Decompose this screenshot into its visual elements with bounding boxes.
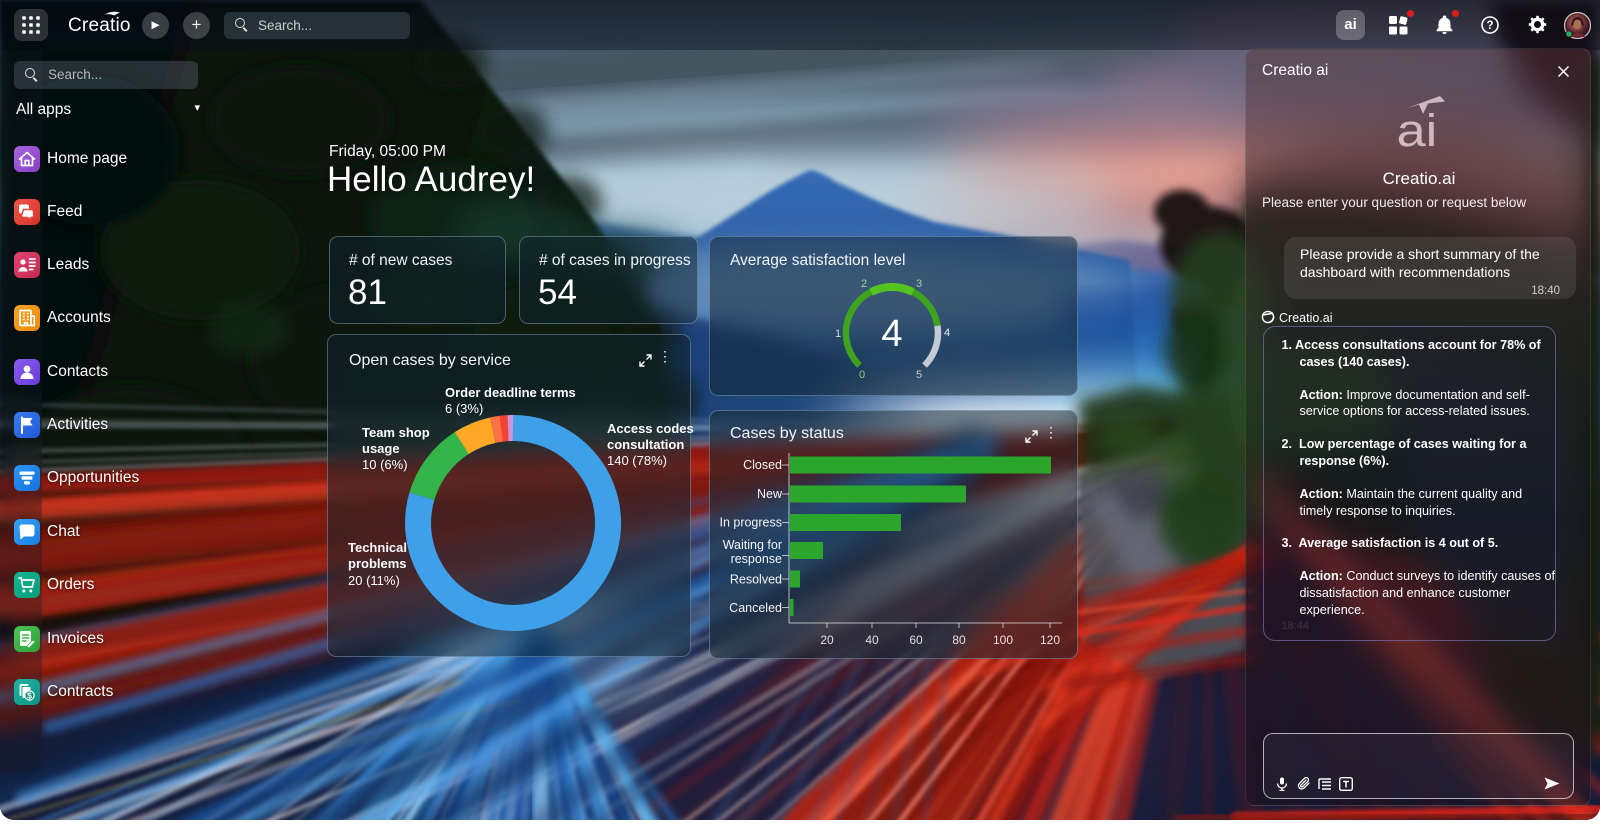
svg-text:100: 100 — [993, 633, 1013, 647]
svg-text:2: 2 — [861, 278, 867, 290]
svg-text:40: 40 — [865, 633, 879, 647]
svg-text:80: 80 — [952, 633, 966, 647]
svg-text:ai: ai — [1397, 106, 1438, 149]
svg-text:1: 1 — [835, 328, 841, 340]
svg-text:5: 5 — [916, 369, 922, 381]
svg-text:$: $ — [27, 691, 32, 701]
svg-text:Canceled: Canceled — [729, 601, 782, 615]
svg-text:120: 120 — [1040, 633, 1060, 647]
svg-text:4: 4 — [944, 327, 950, 339]
svg-text:Waiting for: Waiting for — [723, 538, 782, 552]
svg-text:0: 0 — [859, 369, 865, 381]
svg-text:3: 3 — [916, 278, 922, 290]
svg-text:response: response — [731, 552, 782, 566]
svg-text:60: 60 — [909, 633, 923, 647]
svg-text:4: 4 — [881, 313, 902, 355]
svg-text:Resolved: Resolved — [730, 573, 782, 587]
svg-text:?: ? — [1486, 20, 1493, 32]
svg-text:New: New — [757, 487, 783, 501]
svg-text:20: 20 — [820, 633, 834, 647]
svg-text:In progress: In progress — [719, 516, 782, 530]
svg-text:Closed: Closed — [743, 458, 782, 472]
